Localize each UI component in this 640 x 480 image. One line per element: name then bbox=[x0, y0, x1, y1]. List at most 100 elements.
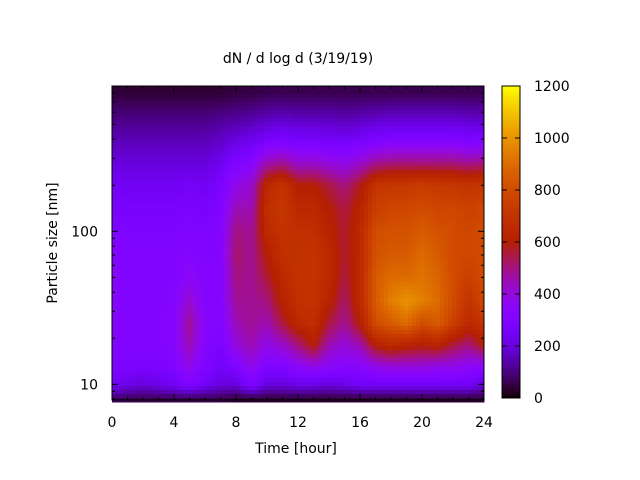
heatmap-cell bbox=[340, 142, 345, 147]
heatmap-cell bbox=[356, 222, 361, 227]
heatmap-cell bbox=[280, 102, 285, 107]
heatmap-cell bbox=[272, 366, 277, 371]
heatmap-cell bbox=[112, 142, 117, 147]
heatmap-cell bbox=[168, 382, 173, 387]
heatmap-cell bbox=[188, 158, 193, 163]
heatmap-cell bbox=[144, 122, 149, 127]
heatmap-cell bbox=[128, 318, 133, 323]
heatmap-cell bbox=[172, 154, 177, 159]
heatmap-cell bbox=[240, 118, 245, 123]
heatmap-cell bbox=[128, 326, 133, 331]
heatmap-cell bbox=[180, 374, 185, 379]
heatmap-cell bbox=[204, 366, 209, 371]
heatmap-cell bbox=[296, 318, 301, 323]
heatmap-cell bbox=[136, 158, 141, 163]
heatmap-cell bbox=[120, 202, 125, 207]
heatmap-cell bbox=[220, 362, 225, 367]
heatmap-cell bbox=[160, 266, 165, 271]
heatmap-cell bbox=[196, 146, 201, 151]
heatmap-cell bbox=[160, 334, 165, 339]
heatmap-cell bbox=[252, 306, 257, 311]
heatmap-cell bbox=[296, 206, 301, 211]
heatmap-cell bbox=[208, 150, 213, 155]
heatmap-cell bbox=[284, 306, 289, 311]
heatmap-cell bbox=[312, 266, 317, 271]
heatmap-cell bbox=[304, 218, 309, 223]
heatmap-cell bbox=[188, 262, 193, 267]
heatmap-cell bbox=[268, 206, 273, 211]
heatmap-cell bbox=[280, 350, 285, 355]
heatmap-cell bbox=[168, 302, 173, 307]
heatmap-cell bbox=[212, 342, 217, 347]
heatmap-cell bbox=[128, 362, 133, 367]
heatmap-cell bbox=[192, 110, 197, 115]
heatmap-cell bbox=[188, 330, 193, 335]
heatmap-cell bbox=[296, 234, 301, 239]
heatmap-cell bbox=[340, 310, 345, 315]
heatmap-cell bbox=[196, 94, 201, 99]
heatmap-cell bbox=[328, 178, 333, 183]
heatmap-cell bbox=[164, 102, 169, 107]
heatmap-cell bbox=[124, 126, 129, 131]
heatmap-cell bbox=[340, 366, 345, 371]
heatmap-cell bbox=[340, 330, 345, 335]
heatmap-cell bbox=[208, 266, 213, 271]
heatmap-cell bbox=[260, 178, 265, 183]
heatmap-cell bbox=[220, 242, 225, 247]
heatmap-cell bbox=[272, 198, 277, 203]
heatmap-cell bbox=[292, 274, 297, 279]
heatmap-cell bbox=[216, 218, 221, 223]
heatmap-cell bbox=[156, 346, 161, 351]
heatmap-cell bbox=[324, 210, 329, 215]
heatmap-cell bbox=[256, 322, 261, 327]
heatmap-cell bbox=[244, 310, 249, 315]
heatmap-cell bbox=[284, 114, 289, 119]
heatmap-cell bbox=[124, 138, 129, 143]
heatmap-cell bbox=[340, 258, 345, 263]
heatmap-cell bbox=[204, 86, 209, 91]
heatmap-cell bbox=[144, 386, 149, 391]
heatmap-cell bbox=[360, 94, 365, 99]
heatmap-cell bbox=[256, 182, 261, 187]
heatmap-cell bbox=[180, 234, 185, 239]
heatmap-cell bbox=[324, 218, 329, 223]
heatmap-cell bbox=[344, 122, 349, 127]
heatmap-cell bbox=[156, 298, 161, 303]
heatmap-cell bbox=[208, 130, 213, 135]
heatmap-cell bbox=[112, 318, 117, 323]
heatmap-cell bbox=[260, 358, 265, 363]
heatmap-cell bbox=[200, 362, 205, 367]
heatmap-cell bbox=[260, 142, 265, 147]
heatmap-cell bbox=[320, 322, 325, 327]
heatmap-cell bbox=[188, 226, 193, 231]
heatmap-cell bbox=[336, 238, 341, 243]
heatmap-cell bbox=[276, 298, 281, 303]
heatmap-cell bbox=[164, 242, 169, 247]
heatmap-cell bbox=[212, 370, 217, 375]
heatmap-cell bbox=[236, 390, 241, 395]
heatmap-cell bbox=[224, 138, 229, 143]
heatmap-cell bbox=[112, 246, 117, 251]
heatmap-cell bbox=[120, 214, 125, 219]
heatmap-cell bbox=[244, 322, 249, 327]
heatmap-cell bbox=[200, 326, 205, 331]
heatmap-cell bbox=[212, 226, 217, 231]
heatmap-cell bbox=[220, 262, 225, 267]
heatmap-cell bbox=[256, 150, 261, 155]
heatmap-cell bbox=[144, 366, 149, 371]
heatmap-cell bbox=[192, 286, 197, 291]
heatmap-cell bbox=[192, 190, 197, 195]
heatmap-cell bbox=[156, 142, 161, 147]
heatmap-cell bbox=[264, 210, 269, 215]
heatmap-cell bbox=[332, 150, 337, 155]
heatmap-cell bbox=[364, 98, 369, 103]
heatmap-cell bbox=[256, 158, 261, 163]
heatmap-cell bbox=[240, 334, 245, 339]
heatmap-cell bbox=[228, 102, 233, 107]
heatmap-cell bbox=[196, 86, 201, 91]
heatmap-cell bbox=[348, 198, 353, 203]
heatmap-cell bbox=[164, 394, 169, 399]
heatmap-cell bbox=[140, 342, 145, 347]
heatmap-cell bbox=[360, 110, 365, 115]
heatmap-cell bbox=[124, 322, 129, 327]
